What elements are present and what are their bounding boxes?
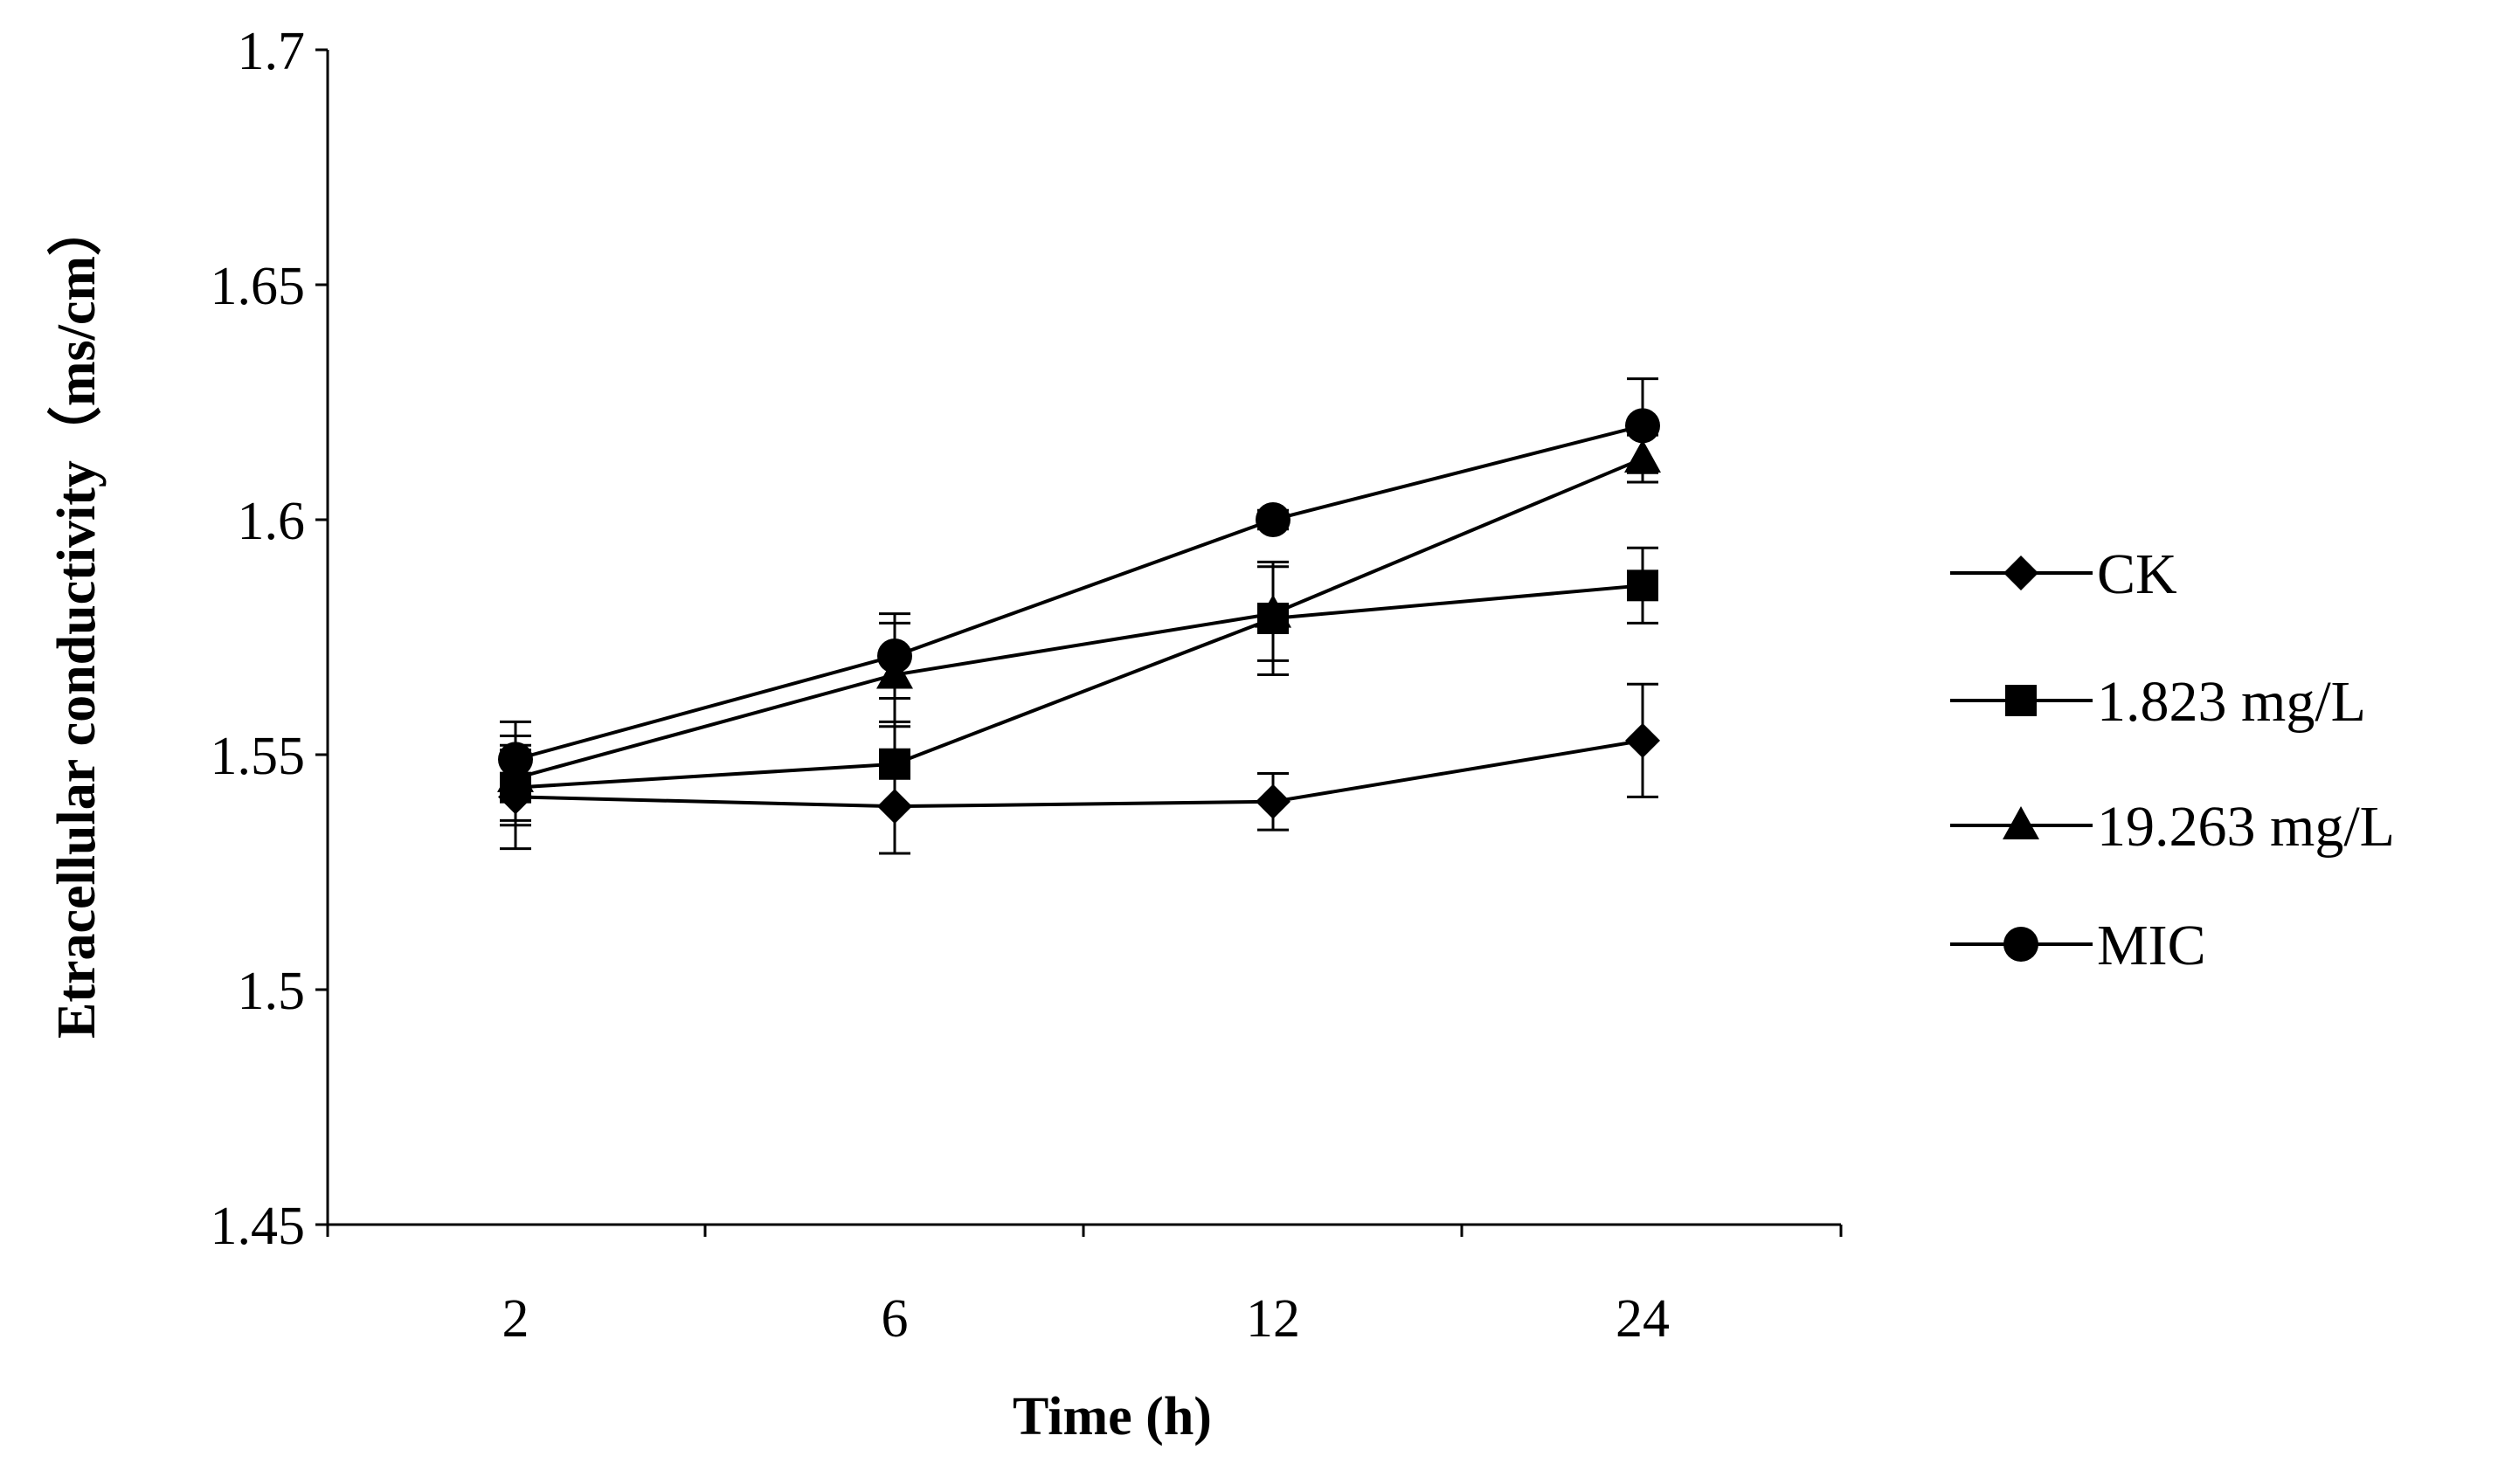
series-line [515,424,1643,762]
data-point-diamond [1625,722,1660,758]
x-tick-label: 24 [1616,1289,1670,1349]
legend-item: 1.823 mg/L [1950,670,2366,734]
y-axis-ticks: 1.45 1.5 1.55 1.6 1.65 1.7 [211,22,328,1256]
series-layer [497,377,1661,855]
x-axis-ticks: 2 6 12 24 [326,1225,1843,1349]
y-tick-label: 1.65 [211,257,306,316]
legend-label: MIC [2097,914,2206,977]
y-tick-label: 1.45 [211,1197,306,1256]
legend-item: MIC [1950,914,2206,977]
y-axis-title: Etracellular conductivity（ms/cm） [45,202,107,1039]
data-point-square [1627,569,1658,602]
x-tick-label: 6 [882,1289,909,1349]
legend-marker-circle [2003,927,2038,962]
series-line [515,583,1643,790]
y-tick-label: 1.7 [238,22,306,81]
legend-item: 19.263 mg/L [1950,795,2395,859]
data-point-circle [498,742,533,777]
data-point-diamond [1256,783,1291,819]
legend-marker-triangle [2003,806,2039,839]
data-point-triangle [1255,594,1291,628]
series-line [515,457,1643,780]
legend-label: CK [2097,542,2177,606]
x-tick-label: 12 [1246,1289,1300,1349]
legend-marker-diamond [2003,556,2038,590]
series-triangle [497,433,1661,822]
legend: CK 1.823 mg/L 19.263 mg/L MIC [1950,542,2395,977]
x-axis-title: Time (h) [1013,1387,1212,1446]
series-diamond [498,682,1660,855]
legend-label: 19.263 mg/L [2097,795,2395,859]
y-tick-label: 1.6 [238,492,306,551]
axes [326,50,1841,1226]
legend-label: 1.823 mg/L [2097,670,2366,734]
x-tick-label: 2 [502,1289,529,1349]
data-point-square [879,748,910,780]
data-point-circle [1625,408,1660,444]
data-point-circle [1256,502,1291,537]
y-tick-label: 1.5 [238,962,306,1021]
legend-item: CK [1950,542,2177,606]
legend-marker-square [2005,685,2037,716]
series-line [515,738,1643,809]
y-tick-label: 1.55 [211,727,306,786]
series-circle [498,377,1660,798]
data-point-circle [877,638,912,674]
